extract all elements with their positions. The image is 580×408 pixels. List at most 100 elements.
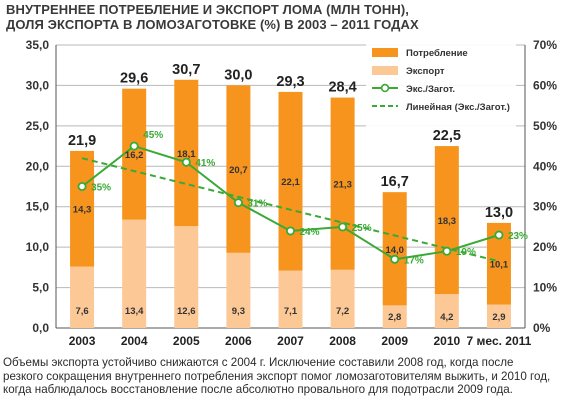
- share-label: 19%: [456, 247, 476, 258]
- export-label: 7,6: [75, 306, 88, 317]
- share-point: [494, 230, 504, 240]
- consumption-label: 18,1: [177, 149, 196, 160]
- bar-total-label: 30,7: [172, 62, 200, 78]
- bar-export: [486, 304, 511, 328]
- share-label: 17%: [404, 255, 424, 266]
- y-left-tick-label: 0,0: [32, 321, 49, 335]
- bar-total-label: 13,0: [485, 205, 513, 221]
- share-point: [285, 226, 295, 236]
- bar-export: [330, 269, 355, 328]
- bar-total-label: 29,3: [276, 74, 304, 90]
- chart-plot: 0,0 5,0 10,0 15,0 20,0 25,0 30,0 35,0 0% 10% 20% 30…: [26, 38, 558, 348]
- y-left-tick-label: 10,0: [26, 240, 50, 254]
- export-label: 9,3: [232, 306, 245, 317]
- bar-total-label: 30,0: [224, 67, 252, 83]
- legend-label-export: Экспорт: [406, 66, 445, 77]
- share-label: 23%: [508, 231, 528, 242]
- export-label: 7,1: [284, 306, 298, 317]
- bar-consumption: [174, 79, 199, 227]
- bar-export: [174, 226, 199, 328]
- legend-label-trend: Линейная (Экс./Загот.): [406, 102, 510, 113]
- share-label: 31%: [247, 199, 267, 210]
- export-label: 4,2: [440, 312, 453, 323]
- consumption-label: 14,0: [385, 245, 404, 256]
- legend-swatch-consumption: [372, 48, 398, 57]
- legend-label-consumption: Потребление: [406, 48, 468, 59]
- bar-consumption: [434, 146, 459, 295]
- bar-consumption: [330, 97, 355, 270]
- y-left-tick-label: 20,0: [26, 159, 50, 173]
- share-point: [77, 181, 87, 191]
- export-label: 7,2: [336, 306, 349, 317]
- consumption-label: 16,2: [125, 150, 144, 161]
- share-label: 25%: [352, 223, 372, 234]
- bar-export: [278, 270, 303, 328]
- caption-line-1: Объемы экспорта устойчиво снижаются с 20…: [3, 356, 514, 369]
- x-tick-label: 2009: [381, 334, 408, 348]
- x-tick-label: 2010: [433, 334, 460, 348]
- consumption-label: 20,7: [229, 165, 248, 176]
- consumption-label: 14,3: [73, 205, 92, 216]
- caption-line-2: резкого сокращения внутреннего потреблен…: [3, 369, 551, 383]
- bar-export: [434, 294, 459, 328]
- bar-export: [70, 266, 95, 328]
- share-label: 24%: [300, 227, 320, 238]
- export-label: 13,4: [125, 306, 144, 317]
- x-tick-label: 7 мес. 2011: [467, 334, 532, 348]
- bar-consumption: [122, 88, 147, 220]
- y-right-tick-label: 60%: [533, 78, 557, 92]
- bar-total-label: 21,9: [68, 133, 96, 149]
- bar-export: [226, 252, 251, 328]
- chart-title-line-1: ВНУТРЕННЕЕ ПОТРЕБЛЕНИЕ И ЭКСПОРТ ЛОМА (М…: [6, 2, 409, 17]
- legend-swatch-share-marker: [380, 83, 390, 93]
- y-left-tick-label: 35,0: [26, 38, 50, 52]
- export-label: 12,6: [177, 306, 196, 317]
- chart-title-line-2: ДОЛЯ ЭКСПОРТА В ЛОМОЗАГОТОВКЕ (%) В 2003…: [6, 17, 419, 32]
- share-point: [233, 198, 243, 208]
- y-left-tick-label: 25,0: [26, 119, 50, 133]
- y-right-tick-label: 30%: [533, 200, 557, 214]
- share-label: 45%: [143, 130, 163, 141]
- bar-consumption: [226, 85, 251, 253]
- chart-title: ВНУТРЕННЕЕ ПОТРЕБЛЕНИЕ И ЭКСПОРТ ЛОМА (М…: [6, 2, 576, 32]
- share-label: 35%: [91, 183, 111, 194]
- bar-export: [382, 305, 407, 328]
- share-point: [442, 246, 452, 256]
- y-right-tick-label: 50%: [533, 119, 557, 133]
- consumption-label: 10,1: [490, 260, 509, 271]
- x-tick-label: 2006: [225, 334, 252, 348]
- bar-total-label: 29,6: [120, 71, 148, 87]
- share-label: 41%: [195, 158, 215, 169]
- bar-total-label: 28,4: [328, 80, 356, 96]
- y-right-tick-label: 20%: [533, 240, 557, 254]
- export-label: 2,9: [492, 312, 505, 323]
- y-left-tick-label: 15,0: [26, 200, 50, 214]
- y-left-tick-label: 30,0: [26, 78, 50, 92]
- bar-consumption: [382, 192, 407, 306]
- share-point: [338, 222, 348, 232]
- consumption-label: 18,3: [438, 216, 457, 227]
- export-label: 2,8: [388, 312, 401, 323]
- bar-total-label: 16,7: [381, 174, 409, 190]
- bar-consumption: [70, 150, 95, 267]
- caption-line-3: когда наблюдалось восстановление после а…: [3, 383, 513, 397]
- y-right-tick-label: 0%: [533, 321, 551, 335]
- x-tick-label: 2007: [277, 334, 304, 348]
- y-right-tick-label: 70%: [533, 38, 557, 52]
- consumption-label: 21,3: [333, 180, 352, 191]
- y-right-tick-label: 10%: [533, 281, 557, 295]
- y-right-tick-label: 40%: [533, 159, 557, 173]
- x-tick-label: 2003: [69, 334, 96, 348]
- bar-total-label: 22,5: [433, 128, 461, 144]
- y-left-tick-label: 5,0: [32, 281, 49, 295]
- share-point: [129, 141, 139, 151]
- bar-consumption: [278, 91, 303, 271]
- share-point: [181, 157, 191, 167]
- x-tick-label: 2005: [173, 334, 200, 348]
- trend-line: [81, 157, 500, 263]
- legend-swatch-export: [372, 66, 398, 75]
- share-point: [390, 254, 400, 264]
- chart-caption: Объемы экспорта устойчиво снижаются с 20…: [3, 356, 579, 397]
- x-tick-label: 2004: [121, 334, 148, 348]
- legend-box: [366, 44, 516, 128]
